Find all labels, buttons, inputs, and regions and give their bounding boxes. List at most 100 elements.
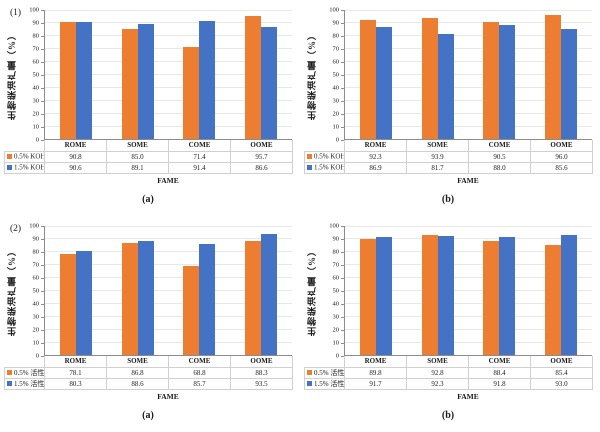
value-cell: 91.4	[168, 161, 231, 174]
category-header-row: ROME SOME COME OOME	[4, 140, 293, 152]
bar-group-rome	[45, 226, 107, 355]
y-tick-mark	[41, 61, 44, 63]
y-tick-label: 80	[32, 31, 40, 39]
data-table-body: ROME SOME COME OOME 0.5% KOH 90.8 85.0 71.4 95.7…	[4, 140, 293, 174]
y-tick-mark	[41, 225, 44, 227]
y-tick-mark	[41, 342, 44, 344]
bar-group-oome	[230, 10, 292, 139]
bar-group-some	[407, 10, 469, 139]
bar	[183, 46, 200, 139]
y-tick-label: 100	[329, 5, 339, 13]
y-tick-label: 30	[332, 312, 340, 320]
gridline	[345, 125, 592, 127]
chart-area: 生物柴油产量（%） 0 10 20 30 40 50 60 70 80 90 100	[4, 6, 292, 142]
x-axis-title: FAME	[457, 175, 479, 185]
bar	[561, 235, 578, 355]
y-tick-mark	[41, 277, 44, 279]
bar	[483, 22, 500, 139]
y-tick-mark	[41, 290, 44, 292]
y-tick-mark	[341, 303, 344, 305]
gridline	[345, 315, 592, 317]
gridline	[45, 328, 292, 330]
y-tick-label: 10	[332, 122, 340, 130]
value-cell: 88.3	[230, 366, 293, 379]
legend-label: 1.5% KOH	[14, 163, 45, 172]
y-tick-mark	[41, 100, 44, 102]
y-tick-label: 20	[332, 325, 340, 333]
data-table: ROME SOME COME OOME 0.5% KOH 92.3 93.9 90.5 96.0…	[304, 140, 593, 174]
y-tick-label: 40	[332, 299, 340, 307]
x-axis-title: FAME	[457, 391, 479, 401]
y-tick-mark	[341, 48, 344, 50]
y-tick-label: 0	[335, 135, 339, 143]
y-tick-label: 50	[332, 70, 340, 78]
y-axis-title: 生物柴油产量（%）	[7, 30, 17, 120]
bar-groups	[45, 10, 292, 139]
gridline	[345, 22, 592, 24]
series-row: 1.5% 活性炭91.792.391.893.0	[304, 377, 593, 390]
bar-groups	[45, 226, 292, 355]
legend-swatch	[307, 381, 312, 386]
legend-cell: 0.5% 活性炭	[304, 366, 345, 379]
value-cell: 89.1	[106, 161, 169, 174]
chart-area: 生物柴油产量（%） 0 10 20 30 40 50 60 70 80 90 100	[304, 5, 592, 142]
legend-label: 0.5% KOH	[14, 152, 45, 161]
gridline	[345, 290, 592, 291]
y-tick-label: 0	[335, 351, 339, 359]
category-header-cell: SOME	[406, 140, 469, 152]
legend-label: 0.5% KOH	[314, 152, 345, 161]
bar-group-some	[107, 226, 169, 355]
gridline	[45, 125, 292, 127]
y-tick-label: 60	[332, 273, 340, 281]
gridline	[45, 290, 292, 291]
category-header-cell: COME	[168, 140, 231, 152]
y-tick-mark	[341, 139, 344, 141]
gridline	[45, 251, 292, 253]
y-tick-mark	[341, 225, 344, 227]
gridline	[45, 9, 292, 11]
y-tick-label: 70	[332, 44, 340, 52]
category-header-row: ROME SOME COME OOME	[304, 356, 593, 368]
bar-group-some	[107, 10, 169, 139]
y-tick-label: 70	[332, 260, 340, 268]
y-tick-mark	[41, 316, 44, 318]
bar	[375, 236, 392, 355]
y-tick-mark	[41, 22, 44, 24]
y-tick-label: 80	[32, 247, 40, 255]
y-tick-mark	[341, 264, 344, 266]
y-axis-title: 生物柴油产量（%）	[7, 246, 17, 336]
y-tick-mark	[41, 113, 44, 115]
panel-label: (a)	[142, 409, 154, 421]
y-tick-label: 40	[32, 83, 40, 91]
gridline	[345, 74, 592, 75]
y-tick-label: 10	[32, 338, 40, 346]
value-cell: 91.8	[468, 377, 531, 390]
legend-swatch	[307, 154, 312, 160]
value-cell: 93.5	[230, 377, 293, 390]
y-tick-label: 0	[35, 135, 39, 143]
y-axis-title: 生物柴油产量（%）	[307, 30, 317, 120]
legend-swatch	[7, 165, 12, 171]
category-header-cell: OOME	[530, 140, 593, 152]
y-axis-title-column: 生物柴油产量（%）	[304, 226, 319, 356]
category-header-cell: OOME	[230, 140, 293, 152]
y-tick-mark	[41, 87, 44, 89]
bar	[375, 26, 392, 139]
legend-swatch	[307, 165, 312, 171]
y-tick-label: 0	[35, 351, 39, 359]
bar	[183, 266, 200, 355]
y-tick-mark	[341, 290, 344, 292]
legend-label: 1.5% 活性炭	[14, 379, 45, 388]
category-header-cell: SOME	[406, 356, 469, 368]
gridline	[345, 328, 592, 330]
value-cell: 90.6	[44, 161, 107, 174]
y-tick-mark	[41, 303, 44, 305]
x-axis-title: FAME	[157, 175, 179, 185]
y-tick-mark	[41, 264, 44, 266]
value-cell: 90.5	[468, 150, 531, 163]
data-table: ROME SOME COME OOME 0.5% KOH 90.8 85.0 71.4 95.7…	[4, 140, 293, 174]
gridline	[45, 74, 292, 75]
y-tick-label: 70	[32, 44, 40, 52]
y-tick-mark	[41, 9, 44, 11]
